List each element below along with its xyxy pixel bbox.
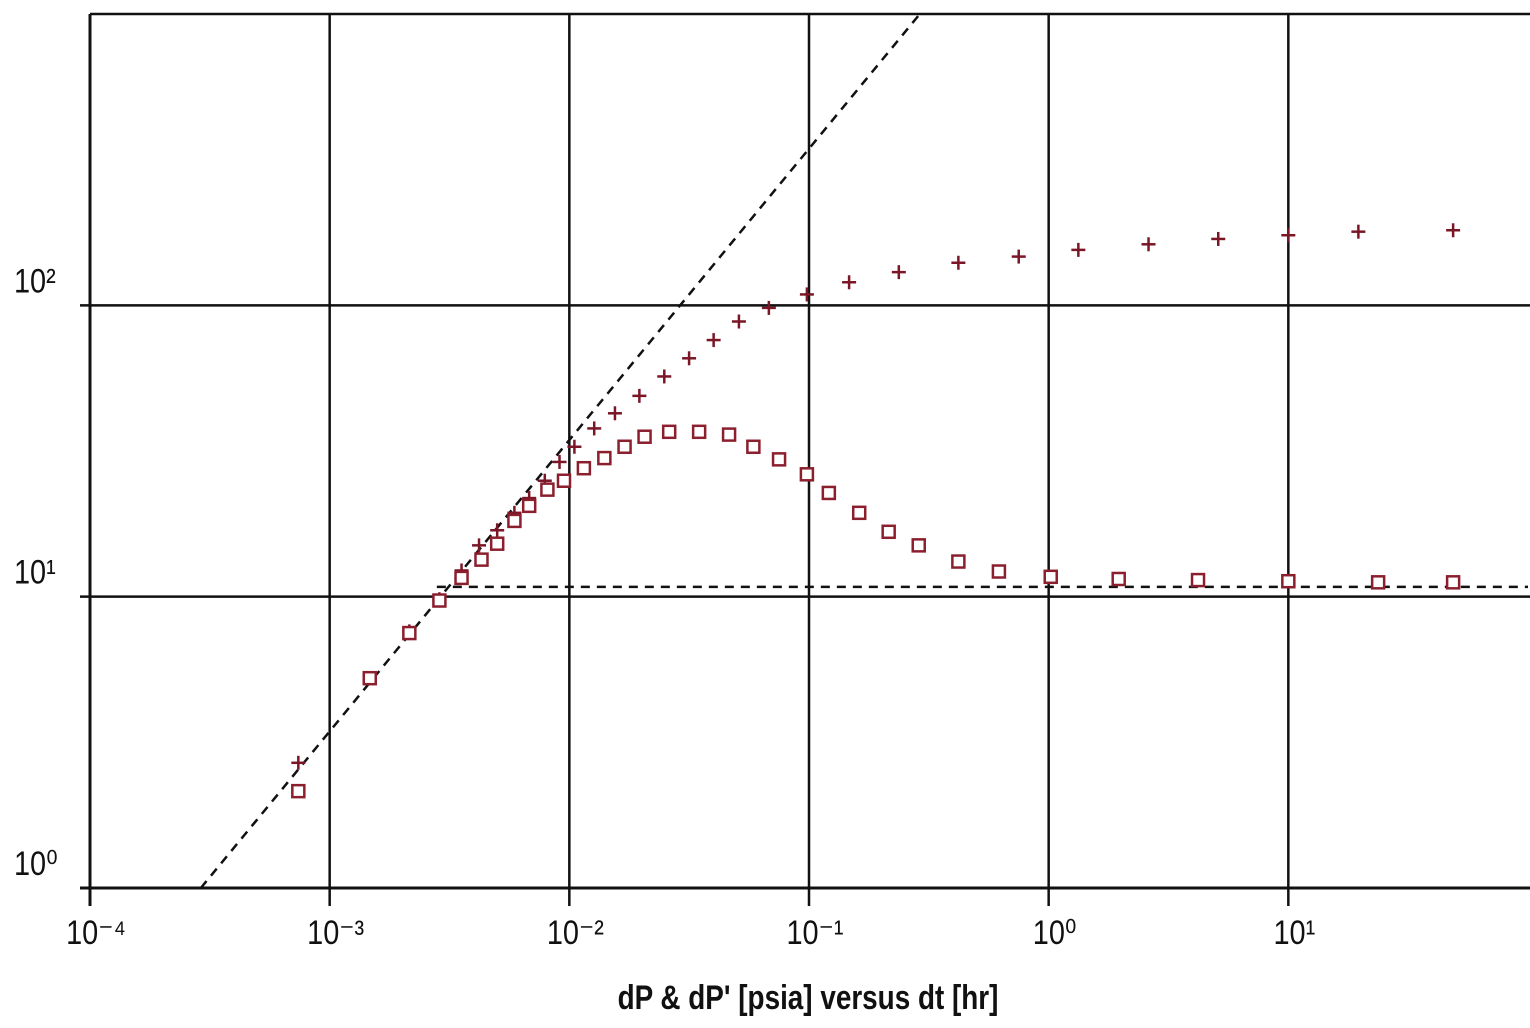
plus-marker [567,439,582,454]
plus-marker [632,388,647,403]
square-marker [991,564,1007,579]
x-axis-title: dP & dP' [psia] versus dt [hr] [618,978,999,1016]
plus-marker [657,369,672,384]
square-marker [721,427,737,442]
plus-marker [1011,249,1026,264]
plus-marker [1071,242,1086,257]
reference-line [199,13,921,889]
square-marker [489,536,505,551]
x-tick-label: 10⁰ [1033,913,1077,952]
square-marker [1190,572,1206,588]
plus-marker [706,333,721,348]
square-marker [291,783,306,799]
plus-marker [472,538,487,553]
square-marker [881,524,896,540]
x-tick-label: 10¹ [1273,913,1315,952]
square-marker [1370,575,1386,590]
plus-marker [891,265,906,280]
plus-marker [761,300,776,315]
square-marker [617,439,632,455]
plus-marker [1211,231,1226,246]
y-tick-label: 10¹ [14,552,56,591]
square-marker [1111,571,1126,587]
y-tick-label: 10⁰ [14,844,58,883]
plus-marker [842,275,857,290]
square-marker [362,670,378,686]
square-marker [1043,569,1058,585]
square-marker [851,505,867,521]
plus-marker [1281,228,1296,243]
plus-marker [951,255,966,270]
square-marker [402,625,417,641]
square-marker [474,552,489,567]
plus-marker [490,523,505,538]
plus-marker [587,421,602,436]
square-marker [1445,575,1461,590]
square-marker [746,439,761,455]
plus-marker [799,287,814,302]
square-marker [454,570,469,586]
square-marker [799,467,815,482]
square-marker [771,452,787,467]
square-marker [637,429,652,444]
plus-marker [1351,224,1366,239]
square-marker [1281,573,1296,589]
square-marker [597,450,612,466]
x-tick-label: 10⁻³ [307,913,364,952]
plus-marker [291,755,306,770]
plus-marker [682,351,697,366]
square-marker [951,554,966,569]
x-tick-label: 10⁻² [547,913,604,952]
square-marker [691,424,707,440]
x-tick-label: 10⁻⁴ [66,913,126,952]
square-marker [576,460,592,476]
plus-marker [1141,237,1156,252]
plus-marker [607,406,622,421]
square-marker [521,498,537,514]
square-marker [911,538,926,553]
plus-marker [1446,223,1461,238]
square-marker [540,482,555,497]
plus-marker [731,314,746,329]
square-marker [507,513,522,529]
square-marker [432,593,447,608]
square-marker [556,473,572,488]
x-tick-label: 10⁻¹ [786,913,843,952]
square-marker [661,424,677,440]
y-tick-label: 10² [14,261,56,300]
plus-marker [552,454,567,469]
square-marker [821,485,837,501]
